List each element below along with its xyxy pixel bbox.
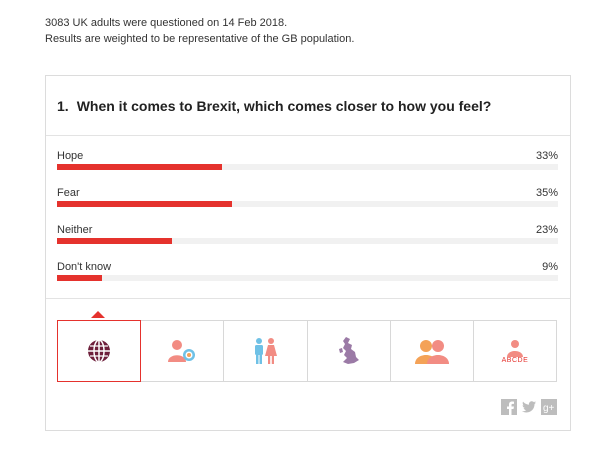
question-text: When it comes to Brexit, which comes clo…	[76, 97, 492, 114]
result-label: Hope	[57, 150, 84, 162]
result-bar-track	[57, 164, 558, 170]
result-row-hope: Hope 33%	[57, 150, 558, 172]
result-bar-track	[57, 275, 558, 281]
result-bar-fill	[57, 275, 103, 281]
active-tab-caret	[91, 311, 105, 318]
result-label: Don't know	[57, 261, 112, 273]
result-bar-track	[57, 238, 558, 244]
result-bar-track	[57, 201, 558, 207]
globe-icon	[88, 339, 111, 363]
result-row-dont-know: Don't know 9%	[57, 261, 558, 283]
vote-group-icon	[414, 340, 449, 364]
tab-social-grade[interactable]: ABCDE	[472, 320, 558, 382]
tab-gender[interactable]	[223, 320, 308, 382]
result-percent: 9%	[542, 261, 558, 273]
question-header: 1. When it comes to Brexit, which comes …	[46, 76, 570, 136]
result-bar-fill	[57, 238, 173, 244]
result-bar-fill	[57, 164, 223, 170]
tab-total[interactable]	[57, 320, 142, 382]
twitter-icon[interactable]	[521, 399, 537, 415]
section-divider	[46, 298, 570, 299]
svg-text:g+: g+	[543, 403, 555, 414]
google-plus-icon[interactable]: g+	[541, 399, 557, 415]
result-percent: 33%	[535, 150, 558, 162]
gender-icon	[255, 338, 278, 364]
region-map-icon	[338, 337, 359, 364]
facebook-icon[interactable]	[501, 399, 517, 415]
person-icon	[506, 339, 523, 357]
result-percent: 35%	[535, 187, 558, 199]
result-row-neither: Neither 23%	[57, 224, 558, 246]
question-number: 1.	[57, 97, 69, 114]
intro-line-2: Results are weighted to be representativ…	[45, 33, 355, 45]
result-bar-fill	[57, 201, 233, 207]
breakdown-tabs: ABCDE	[57, 320, 558, 382]
result-label: Fear	[57, 187, 80, 199]
intro-line-1: 3083 UK adults were questioned on 14 Feb…	[45, 17, 288, 29]
survey-intro: 3083 UK adults were questioned on 14 Feb…	[45, 15, 354, 47]
age-icon	[168, 340, 196, 362]
result-percent: 23%	[535, 224, 558, 236]
tab-age[interactable]	[140, 320, 225, 382]
tab-vote[interactable]	[389, 320, 474, 382]
share-buttons: g+	[501, 399, 557, 415]
tab-region[interactable]	[306, 320, 391, 382]
result-label: Neither	[57, 224, 93, 236]
result-row-fear: Fear 35%	[57, 187, 558, 209]
social-grade-label: ABCDE	[501, 356, 529, 364]
poll-card: 1. When it comes to Brexit, which comes …	[45, 75, 571, 431]
